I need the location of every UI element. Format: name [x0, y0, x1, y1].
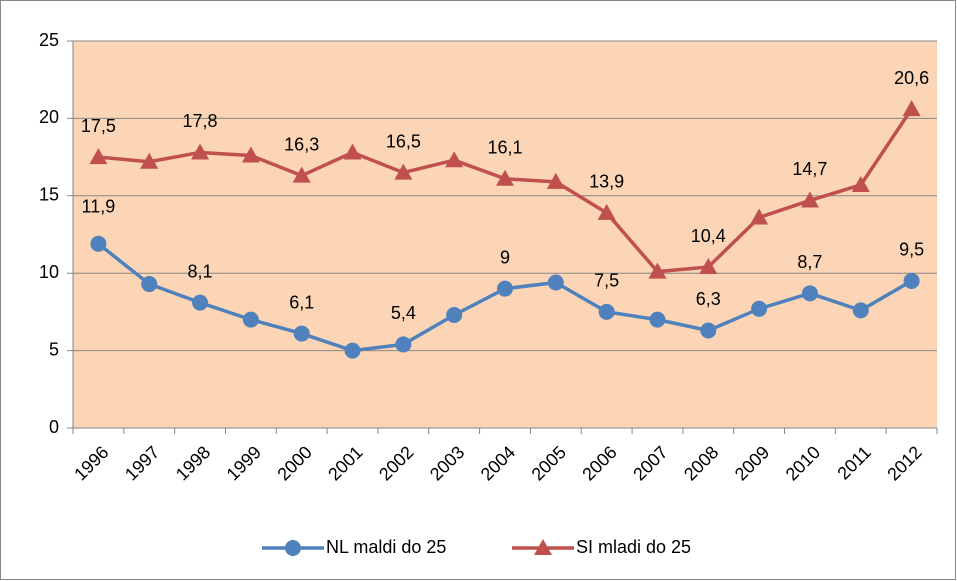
data-label: 13,9: [589, 172, 624, 192]
marker: [395, 336, 412, 353]
marker: [800, 191, 819, 208]
data-label: 17,8: [183, 111, 218, 131]
data-label: 20,6: [894, 68, 929, 88]
data-label: 16,1: [487, 138, 522, 158]
data-label: 17,5: [81, 116, 116, 136]
y-tick-label: 10: [39, 262, 59, 282]
marker: [445, 151, 464, 168]
data-label: 9,5: [899, 240, 924, 260]
marker: [191, 143, 210, 160]
data-label: 9: [500, 247, 510, 267]
data-label: 14,7: [792, 159, 827, 179]
marker: [852, 302, 869, 319]
marker: [598, 303, 615, 320]
y-tick-label: 25: [39, 30, 59, 50]
marker: [140, 152, 159, 169]
marker: [90, 235, 107, 252]
marker: [496, 169, 514, 186]
data-label: 6,1: [289, 292, 314, 312]
marker: [902, 100, 921, 117]
data-label: 8,7: [797, 252, 822, 272]
y-tick-label: 5: [49, 339, 59, 359]
marker: [801, 285, 818, 302]
marker: [547, 274, 564, 291]
data-label: 6,3: [696, 289, 721, 309]
marker: [241, 146, 260, 163]
marker: [497, 280, 513, 297]
marker: [700, 322, 717, 339]
marker: [292, 166, 311, 183]
marker: [141, 276, 158, 293]
data-label: 16,3: [284, 134, 319, 154]
data-label: 11,9: [82, 197, 116, 217]
marker: [903, 272, 920, 289]
data-label: 16,5: [386, 131, 421, 151]
legend-label: NL maldi do 25: [326, 537, 446, 557]
data-label: 7,5: [594, 271, 619, 291]
marker: [293, 325, 310, 342]
marker: [649, 311, 666, 328]
y-tick-label: 15: [39, 185, 59, 205]
data-label: 8,1: [188, 261, 213, 281]
marker: [534, 539, 552, 555]
plot-area: [73, 41, 937, 428]
marker: [192, 294, 209, 311]
marker: [242, 311, 259, 328]
marker: [750, 208, 769, 225]
y-tick-label: 0: [49, 417, 59, 437]
data-label: 10,4: [691, 226, 726, 246]
legend-label: SI mladi do 25: [576, 537, 691, 557]
marker: [751, 300, 768, 317]
marker: [699, 258, 718, 275]
marker: [851, 175, 870, 192]
data-label: 5,4: [391, 303, 416, 323]
marker: [89, 148, 108, 165]
marker: [343, 143, 362, 160]
y-tick-label: 20: [39, 107, 59, 127]
marker: [285, 540, 301, 556]
marker: [394, 163, 413, 180]
marker: [546, 172, 565, 189]
marker: [597, 203, 616, 220]
marker: [446, 306, 463, 323]
marker: [648, 262, 667, 279]
marker: [344, 342, 361, 359]
